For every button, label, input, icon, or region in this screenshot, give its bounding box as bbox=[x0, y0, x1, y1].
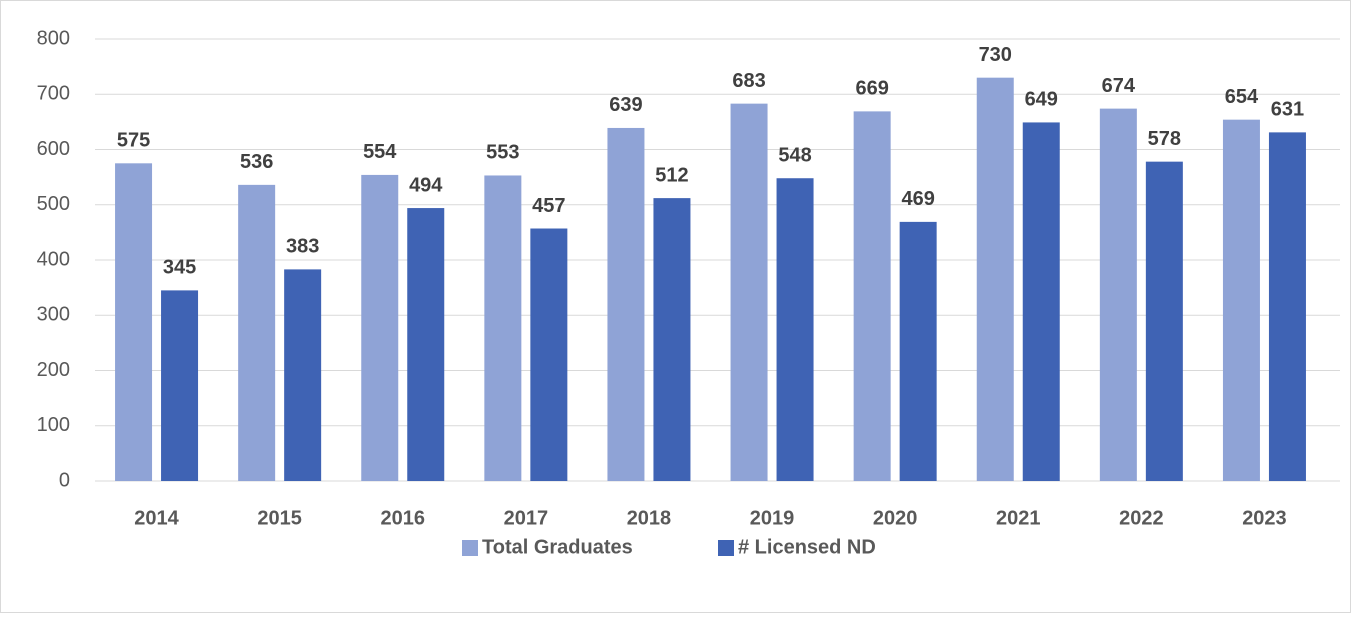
bar bbox=[730, 103, 768, 481]
y-tick-label: 400 bbox=[37, 248, 70, 270]
bar bbox=[776, 178, 814, 482]
data-label: 457 bbox=[532, 195, 565, 217]
data-label: 548 bbox=[778, 145, 811, 167]
bar bbox=[1268, 132, 1306, 481]
bar bbox=[161, 290, 199, 481]
data-label: 631 bbox=[1271, 99, 1304, 121]
bar bbox=[607, 127, 645, 481]
x-tick-label: 2014 bbox=[134, 507, 179, 529]
data-label: 536 bbox=[240, 151, 273, 173]
bar bbox=[284, 269, 322, 481]
bar bbox=[238, 184, 276, 482]
data-label: 654 bbox=[1225, 86, 1259, 108]
data-label: 554 bbox=[363, 141, 397, 163]
data-label: 683 bbox=[732, 70, 765, 92]
bar bbox=[1099, 108, 1137, 482]
x-tick-label: 2023 bbox=[1242, 507, 1287, 529]
legend-label: # Licensed ND bbox=[738, 536, 876, 558]
bar bbox=[1222, 119, 1260, 481]
legend-swatch bbox=[462, 540, 478, 556]
x-tick-label: 2016 bbox=[381, 507, 426, 529]
bar bbox=[653, 198, 691, 481]
data-label: 639 bbox=[609, 94, 642, 116]
x-tick-label: 2018 bbox=[627, 507, 672, 529]
x-tick-label: 2021 bbox=[996, 507, 1041, 529]
legend-label: Total Graduates bbox=[482, 536, 633, 558]
y-tick-label: 300 bbox=[37, 304, 70, 326]
data-label: 730 bbox=[979, 44, 1012, 66]
x-tick-label: 2020 bbox=[873, 507, 918, 529]
y-tick-label: 800 bbox=[37, 27, 70, 49]
data-label: 383 bbox=[286, 236, 319, 258]
y-tick-label: 0 bbox=[59, 469, 70, 491]
bar bbox=[853, 111, 891, 481]
y-tick-label: 700 bbox=[37, 83, 70, 105]
y-tick-label: 600 bbox=[37, 138, 70, 160]
data-label: 494 bbox=[409, 174, 443, 196]
bar bbox=[899, 221, 937, 481]
y-tick-label: 200 bbox=[37, 359, 70, 381]
bar bbox=[530, 228, 568, 481]
y-tick-label: 100 bbox=[37, 414, 70, 436]
bar bbox=[407, 208, 445, 481]
bar bbox=[1022, 122, 1060, 482]
x-tick-label: 2015 bbox=[257, 507, 302, 529]
y-tick-label: 500 bbox=[37, 193, 70, 215]
data-label: 578 bbox=[1148, 128, 1181, 150]
x-tick-label: 2022 bbox=[1119, 507, 1164, 529]
data-label: 469 bbox=[901, 188, 934, 210]
data-label: 575 bbox=[117, 130, 150, 152]
bar bbox=[1145, 161, 1183, 481]
x-tick-label: 2017 bbox=[504, 507, 549, 529]
data-label: 512 bbox=[655, 164, 688, 186]
data-label: 345 bbox=[163, 257, 196, 279]
bar bbox=[115, 163, 153, 481]
data-label: 553 bbox=[486, 142, 519, 164]
bar bbox=[361, 174, 399, 482]
data-label: 649 bbox=[1025, 89, 1058, 111]
bar bbox=[484, 175, 522, 481]
bar bbox=[976, 77, 1014, 482]
data-label: 669 bbox=[855, 78, 888, 100]
x-tick-label: 2019 bbox=[750, 507, 795, 529]
data-label: 674 bbox=[1102, 75, 1136, 97]
legend-swatch bbox=[718, 540, 734, 556]
